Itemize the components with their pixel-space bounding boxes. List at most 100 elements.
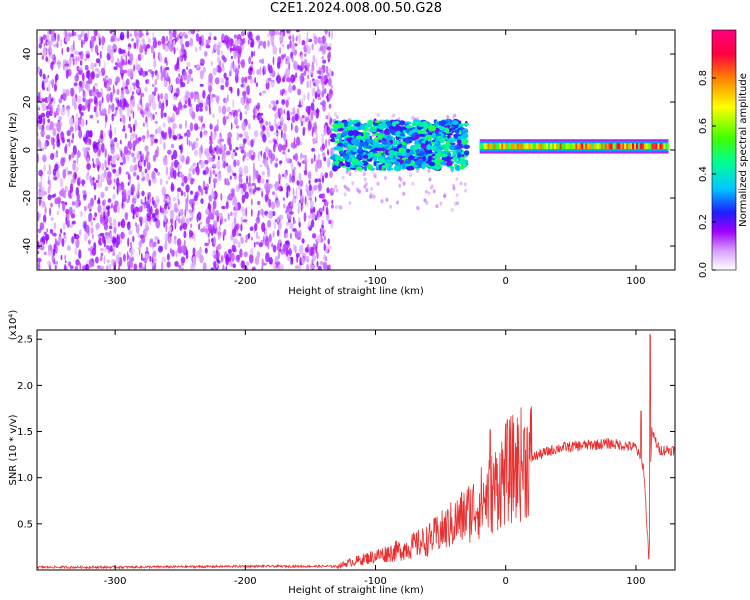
spectrogram-cell (213, 163, 217, 168)
spectrogram-cell (606, 143, 609, 150)
spectrogram-cell (321, 64, 326, 70)
spectrogram-cell (567, 143, 570, 150)
spectrogram-cell (259, 59, 263, 64)
spectrogram-cell (130, 33, 132, 37)
spectrogram-cell (234, 239, 237, 245)
spectrogram-cell (406, 148, 410, 153)
spectrogram-cell (105, 167, 109, 171)
spectrogram-cell (73, 120, 79, 127)
spectrogram-cell (91, 91, 97, 97)
spectrogram-cell (119, 31, 125, 41)
spectrogram-cell (356, 135, 363, 139)
spectrogram-cell (101, 35, 105, 46)
spectrogram-cell (47, 194, 52, 201)
spectrogram-cell (162, 122, 166, 128)
spectrogram-cell (230, 87, 233, 94)
spectrogram-cell (215, 261, 218, 269)
spectrogram-cell (127, 46, 131, 51)
spectrogram-cell (40, 36, 44, 45)
spectrogram-cell (663, 143, 666, 150)
spectrogram-cell (218, 105, 222, 114)
spectrogram-cell (598, 143, 601, 150)
spectrogram-cell (47, 170, 52, 176)
spectrogram-cell (335, 115, 339, 120)
spectrogram-cell (144, 223, 149, 228)
spectrogram-cell (167, 149, 172, 155)
spectrogram-cell (40, 188, 44, 198)
spectrogram-cell (456, 201, 460, 206)
spectrogram-cell (497, 143, 500, 150)
spectrogram-cell (268, 104, 272, 109)
spectrogram-cell (47, 175, 50, 182)
spectrogram-cell (180, 190, 184, 197)
spectrogram-cell (262, 40, 267, 49)
spectrogram-cell (160, 65, 162, 75)
spectrogram-cell (416, 160, 422, 165)
spectrogram-cell (54, 260, 59, 265)
spectrogram-cell (165, 166, 169, 176)
x-tick-label: -100 (364, 276, 387, 287)
spectrogram-cell (122, 49, 126, 53)
spectrogram-cell (327, 245, 332, 250)
spectrogram-cell (200, 198, 204, 205)
spectrogram-cell (265, 252, 270, 263)
spectrogram-cell (109, 50, 114, 57)
spectrogram-cell (385, 136, 393, 141)
spectrogram-cell (282, 43, 284, 48)
spectrogram-cell (628, 143, 631, 150)
spectrogram-cell (322, 152, 325, 157)
spectrogram-cell (62, 222, 66, 231)
spectrogram-cell (198, 223, 201, 231)
spectrogram-cell (507, 143, 510, 150)
spectrogram-cell (337, 128, 343, 132)
spectrogram-cell (282, 173, 285, 178)
spectrogram-cell (247, 75, 252, 80)
spectrogram-cell (272, 45, 278, 55)
spectrogram-cell (298, 33, 301, 44)
spectrogram-cell (455, 165, 461, 171)
spectrogram-cell (378, 164, 382, 171)
spectrogram-cell (59, 177, 64, 188)
spectrogram-cell (240, 260, 245, 269)
colorbar-label: Normalized spectral amplitude (738, 73, 749, 227)
spectrogram-cell (439, 153, 448, 158)
spectrogram-cell (422, 155, 427, 162)
spectrogram-cell (98, 37, 101, 46)
spectrogram-cell (280, 116, 284, 124)
spectrogram-cell (183, 191, 186, 197)
spectrogram-cell (218, 225, 221, 233)
spectrogram-cell (193, 195, 198, 202)
spectrogram-cell (319, 36, 323, 46)
spectrogram-cell (285, 99, 289, 108)
spectrogram-cell (450, 208, 454, 212)
spectrogram-cell (303, 212, 307, 223)
spectrogram-cell (177, 198, 180, 206)
spectrogram-cell (152, 241, 157, 248)
spectrogram-cell (399, 126, 407, 131)
spectrogram-cell (144, 145, 149, 152)
spectrogram-cell (41, 124, 45, 131)
spectrogram-cell (457, 152, 462, 159)
spectrogram-cell (134, 64, 138, 71)
spectrogram-cell (164, 66, 170, 71)
spectrogram-cell (164, 45, 169, 52)
spectrogram-cell (192, 146, 194, 150)
spectrogram-cell (37, 257, 42, 263)
spectrogram-cell (293, 60, 298, 70)
spectrogram-cell (183, 71, 188, 81)
spectrogram-cell (311, 233, 317, 239)
spectrogram-cell (62, 88, 67, 94)
spectrogram-cell (267, 219, 272, 228)
spectrogram-cell (168, 203, 172, 208)
spectrogram-cell (192, 247, 196, 256)
spectrogram-cell (208, 140, 214, 145)
spectrogram-cell (351, 181, 355, 186)
spectrogram-cell (93, 96, 98, 104)
spectrogram-cell (330, 30, 334, 40)
spectrogram-cell (328, 43, 333, 47)
spectrogram-cell (125, 103, 130, 108)
spectrogram-cell (299, 179, 304, 187)
spectrogram-cell (369, 192, 373, 197)
spectrogram-cell (328, 30, 331, 38)
spectrogram-cell (270, 80, 275, 88)
